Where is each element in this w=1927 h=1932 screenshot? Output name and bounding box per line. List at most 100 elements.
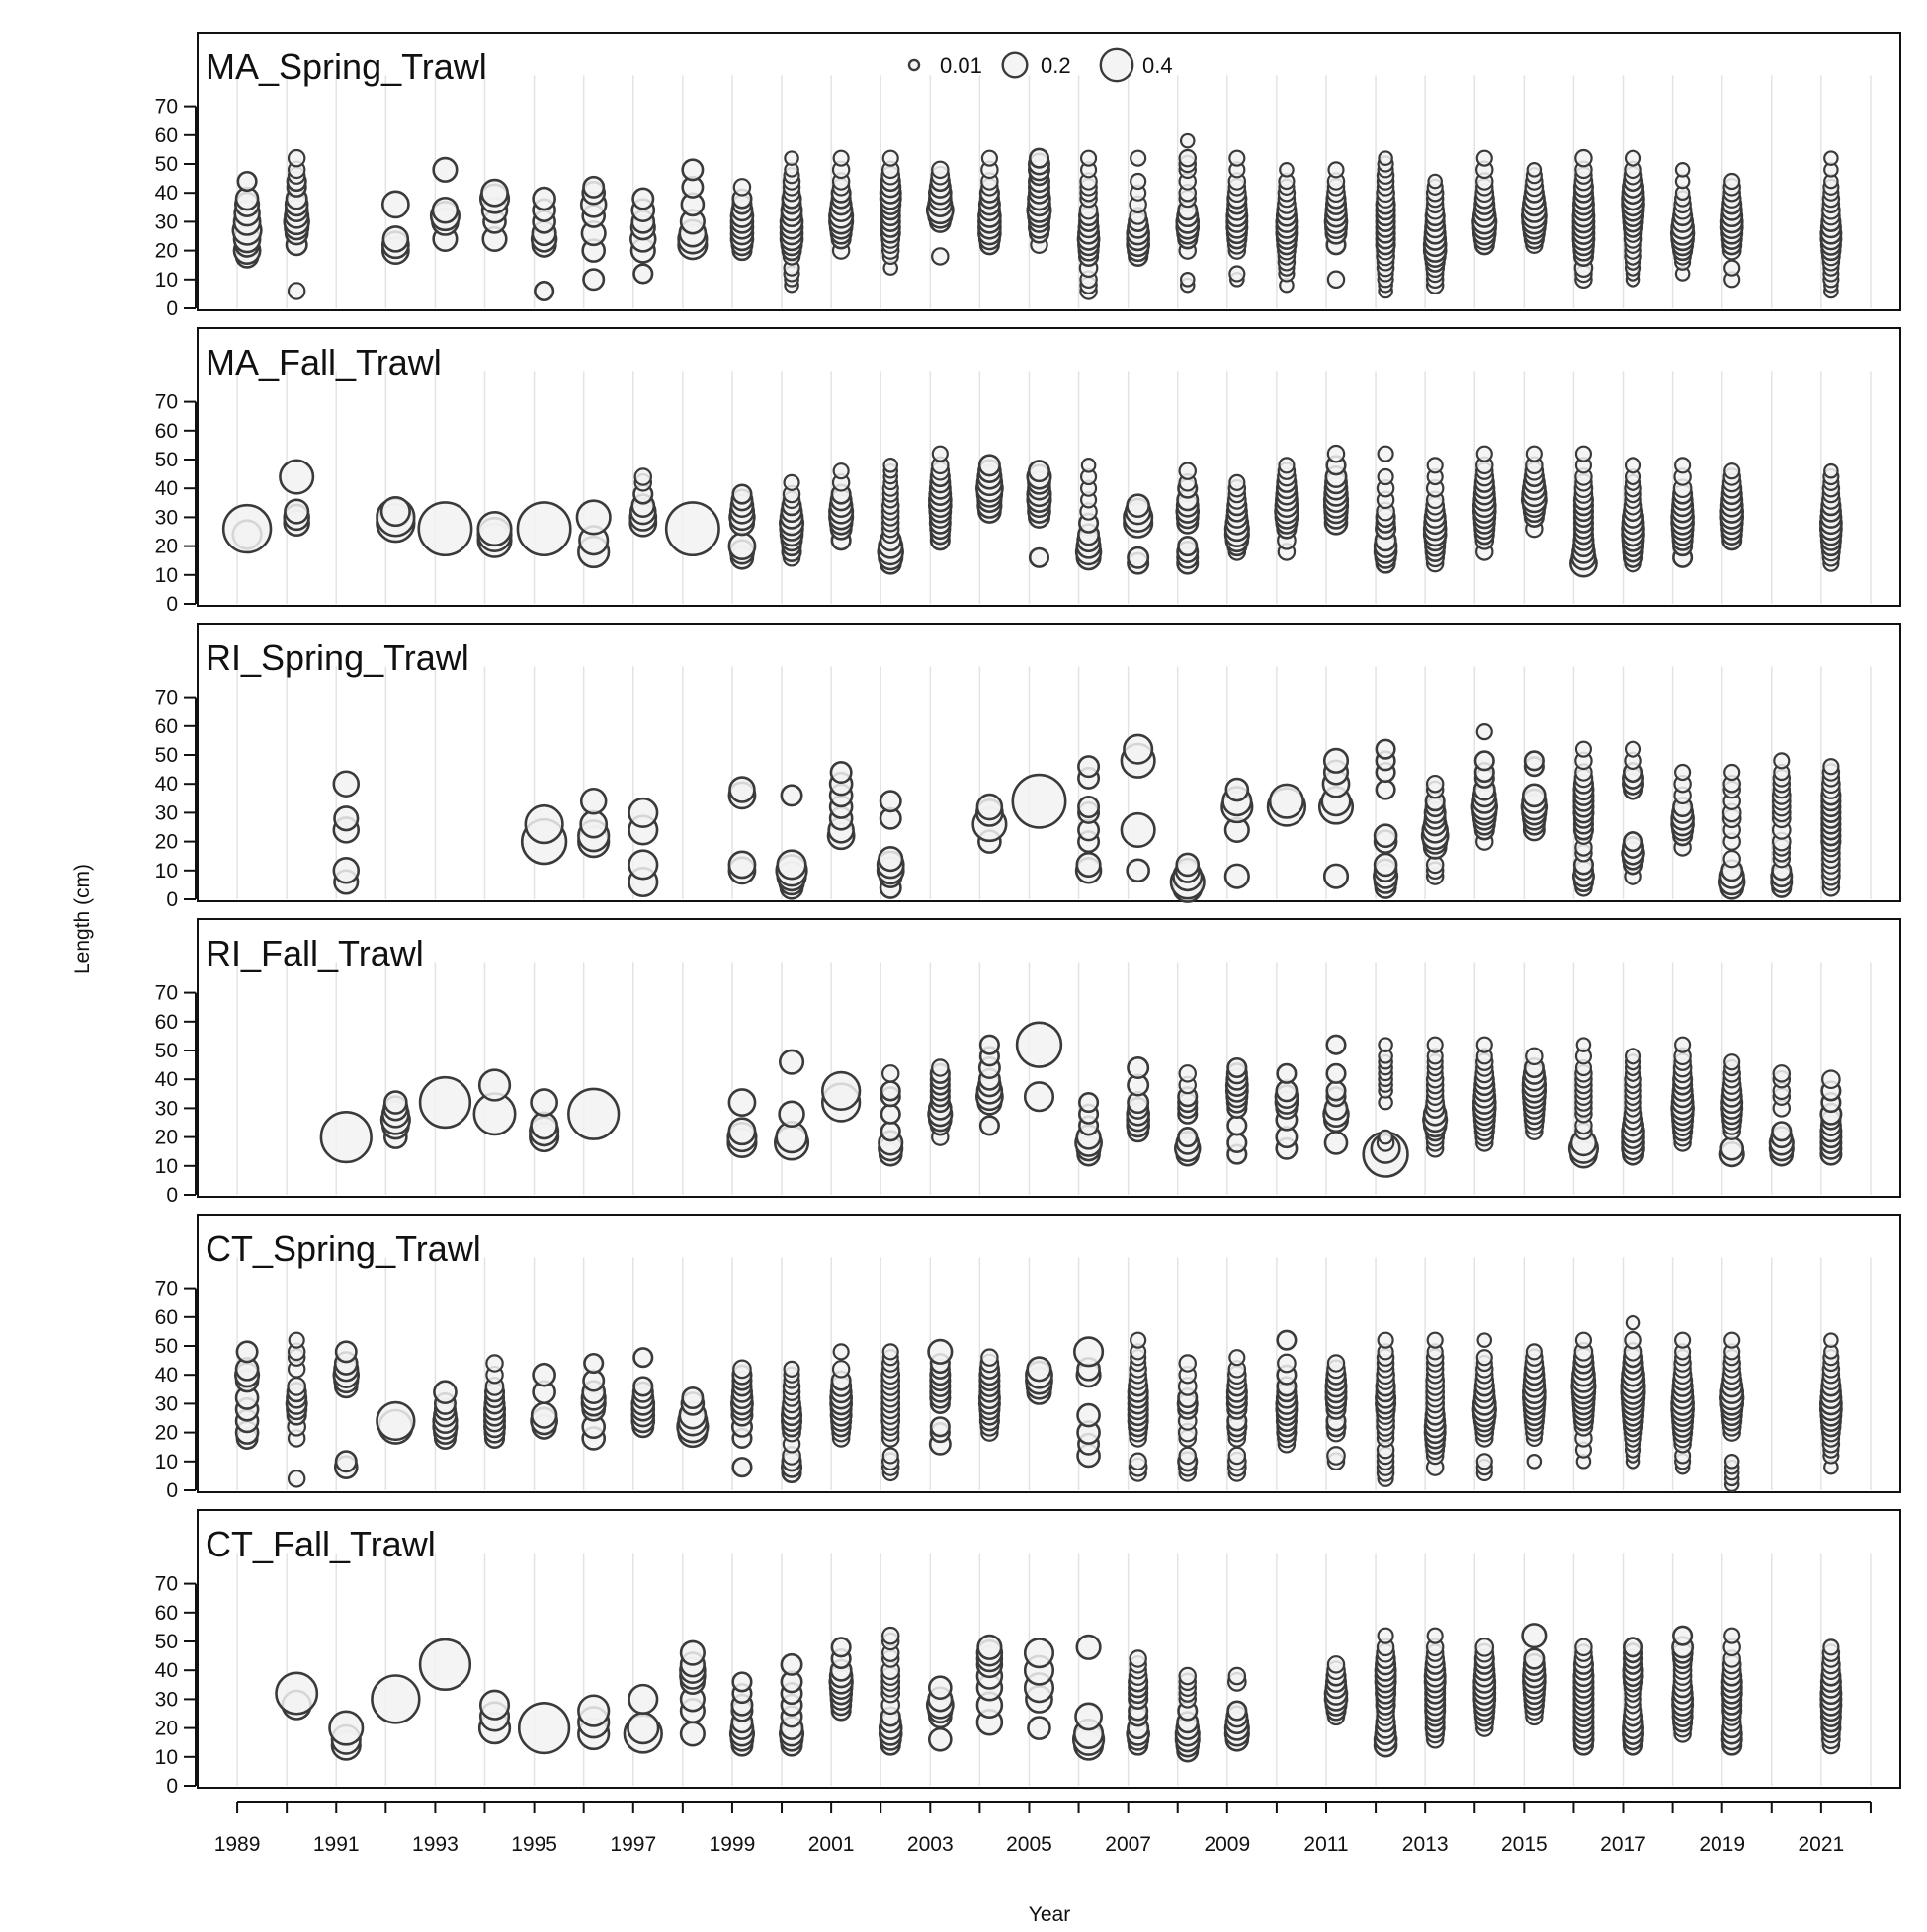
bubble-point: [1525, 1047, 1544, 1066]
bubble-point: [1175, 852, 1201, 878]
bubble-point: [431, 196, 460, 224]
y-tick-label: 50: [155, 1631, 178, 1653]
bubble-point: [1475, 1453, 1493, 1470]
bubble-point: [1821, 1069, 1841, 1090]
bubble-point: [328, 1710, 365, 1746]
bubble-point: [1624, 1048, 1642, 1065]
x-tick-label: 1995: [511, 1833, 557, 1856]
bubble-point: [1325, 1062, 1347, 1084]
bubble-point: [221, 503, 273, 554]
bubble-point: [1722, 849, 1741, 869]
x-tick-label: 2019: [1699, 1833, 1745, 1856]
bubble-point: [628, 1683, 659, 1715]
bubble-point: [376, 1400, 416, 1442]
x-tick-label: 1993: [412, 1833, 459, 1856]
bubble-point: [334, 1450, 358, 1473]
bubble-point: [1625, 1314, 1641, 1331]
y-tick-label: 20: [155, 240, 178, 263]
bubble-point: [1674, 1036, 1692, 1053]
panel-frame: [197, 1214, 1901, 1493]
y-tick-label: 40: [155, 182, 178, 205]
x-axis: 1989 1991 1993 1995 1997 1999 2001 2003 2005 2007…: [214, 1801, 1872, 1856]
bubble-point: [1326, 1446, 1346, 1466]
y-tick-label: 30: [155, 506, 178, 529]
bubble-point: [284, 498, 310, 525]
y-tick-label: 10: [155, 1451, 178, 1473]
y-tick-label: 60: [155, 715, 178, 738]
y-axis-title: Length (cm): [71, 864, 94, 974]
legend-bubble: [1001, 51, 1029, 79]
bubble-point: [1624, 740, 1642, 758]
y-tick-label: 0: [166, 888, 178, 911]
bubble-point: [371, 1674, 421, 1724]
bubble-point: [784, 150, 799, 166]
bubble-point: [1378, 1037, 1393, 1052]
bubble-point: [880, 1103, 901, 1125]
bubble-point: [1672, 1625, 1694, 1646]
bubble-point: [1822, 758, 1840, 776]
bubble-point: [1474, 1638, 1495, 1657]
bubble-point: [1226, 1700, 1248, 1722]
bubble-point: [583, 1352, 605, 1375]
bubble-point: [1624, 1330, 1642, 1350]
bubble-point: [1268, 783, 1304, 819]
bubble-point: [780, 784, 803, 807]
legend-label: 0.2: [1041, 53, 1071, 78]
bubble-point: [1228, 149, 1246, 167]
legend-bubble: [1099, 47, 1134, 83]
y-tick-label: 70: [155, 391, 178, 414]
bubble-point: [679, 1721, 706, 1747]
y-tick-label: 50: [155, 744, 178, 767]
bubble-point: [1120, 811, 1156, 848]
bubble-point: [780, 1652, 803, 1676]
bubble-point: [978, 1034, 1000, 1055]
bubble-point: [1130, 1331, 1147, 1349]
bubble-point: [1129, 1649, 1147, 1668]
bubble-point: [517, 1701, 571, 1755]
legend: 0.01 0.2 0.4: [907, 47, 1173, 83]
bubble-point: [931, 445, 949, 462]
bubble-point: [830, 1637, 852, 1658]
bubble-point: [1075, 1634, 1102, 1660]
bubble-point: [575, 499, 612, 536]
x-tick-label: 1997: [610, 1833, 656, 1856]
bubble-point: [1427, 173, 1443, 190]
bubble-point: [1476, 1332, 1493, 1348]
bubble-point: [235, 1340, 259, 1364]
y-tick-label: 20: [155, 1127, 178, 1149]
bubble-point: [579, 787, 608, 815]
bubble-point: [1378, 1129, 1393, 1145]
bubble-point: [633, 467, 653, 486]
bubble-point: [628, 849, 659, 881]
y-tick-label: 10: [155, 1155, 178, 1178]
bubble-point: [418, 1075, 472, 1130]
bubble-point: [1674, 763, 1692, 782]
bubble-point: [778, 1100, 805, 1129]
bubble-point: [728, 776, 756, 803]
x-axis-title: Year: [1029, 1903, 1070, 1926]
bubble-point: [931, 1058, 950, 1077]
bubble-point: [881, 149, 899, 167]
bubble-point: [776, 849, 807, 881]
bubble-point: [530, 1088, 559, 1117]
bubble-point: [1179, 132, 1196, 149]
bubble-point: [832, 1343, 850, 1361]
bubble-point: [1228, 1349, 1246, 1367]
bubble-point: [1622, 831, 1644, 853]
legend-label: 0.4: [1142, 53, 1173, 78]
bubble-point: [1574, 1331, 1593, 1349]
bubble-point: [632, 263, 654, 285]
bubble-point: [1277, 1353, 1297, 1374]
x-tick-label: 2021: [1799, 1833, 1845, 1856]
bubble-point: [236, 170, 258, 193]
bubble-point: [931, 247, 950, 266]
legend-label: 0.01: [940, 53, 982, 78]
y-tick-label: 40: [155, 773, 178, 796]
bubble-point: [1771, 1121, 1793, 1142]
bubble-point: [380, 190, 410, 219]
bubble-point: [632, 1347, 654, 1369]
bubble-point: [727, 532, 757, 560]
y-tick-label: 40: [155, 1364, 178, 1386]
bubble-point: [1224, 777, 1250, 802]
bubble-point: [287, 1470, 306, 1488]
